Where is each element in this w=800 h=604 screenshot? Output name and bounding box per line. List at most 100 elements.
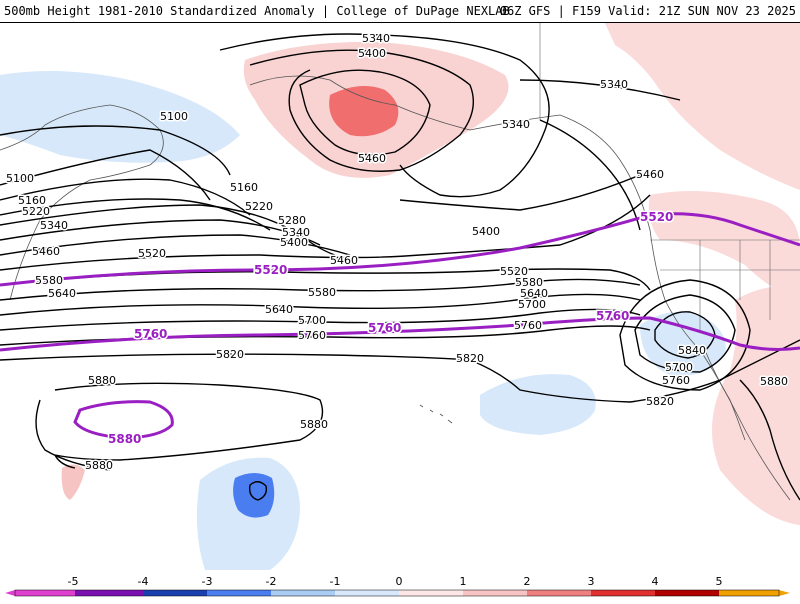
contour-label: 5160: [18, 194, 46, 207]
map-area[interactable]: 5340 5400 5340 5340 5100 5460 5100 5160 …: [0, 23, 800, 570]
contour-5340-alaska: [219, 33, 550, 198]
thickness-contours: [0, 212, 800, 440]
contour-low-south: [248, 481, 268, 501]
contour-label: 5520: [500, 265, 528, 278]
contour-label: 5580: [35, 274, 63, 287]
contour-label: 5100: [160, 110, 188, 123]
contour-label: 5340: [282, 226, 310, 239]
purple-5760: [0, 316, 800, 352]
contour-5340-west: [0, 219, 321, 246]
map-header: 500mb Height 1981-2010 Standardized Anom…: [0, 0, 800, 23]
colorbar-swatch-neg2: [207, 590, 271, 596]
contour-label: 5840: [678, 344, 706, 357]
colorbar-tick: 0: [396, 575, 403, 588]
contour-5100: [0, 125, 231, 176]
contour-label: 5400: [280, 236, 308, 249]
contour-label: 5220: [245, 200, 273, 213]
colorbar: -5 -4 -3 -2 -1 0 1 2 3 4 5: [0, 570, 800, 600]
contour-5460: [0, 194, 651, 271]
contour-label: 5220: [22, 205, 50, 218]
anomaly-map: 5340 5400 5340 5340 5100 5460 5100 5160 …: [0, 23, 800, 570]
negative-anomaly-south-core: [233, 473, 275, 518]
purple-5520: [0, 212, 800, 287]
colorbar-tick: -5: [68, 575, 79, 588]
contour-5400-alaska: [249, 49, 474, 172]
colorbar-svg: -5 -4 -3 -2 -1 0 1 2 3 4 5: [5, 575, 790, 597]
colorbar-tick: -2: [266, 575, 277, 588]
baja-coast: [704, 349, 746, 441]
height-contours: [0, 33, 800, 501]
positive-anomaly-alaska-core: [329, 86, 399, 137]
purple-label: 5520: [640, 210, 673, 224]
colorbar-tick: 5: [716, 575, 723, 588]
positive-anomaly-sw-islands: [61, 464, 85, 500]
colorbar-swatch-neg1: [271, 590, 335, 596]
contour-label: 5880: [300, 418, 328, 431]
colorbar-tick: 4: [652, 575, 659, 588]
purple-label: 5760: [596, 309, 629, 323]
negative-anomaly-central-pacific: [480, 374, 596, 435]
purple-5880: [73, 400, 174, 440]
colorbar-tick: 2: [524, 575, 531, 588]
positive-anomaly-western-us: [648, 191, 800, 300]
north-america-coast: [619, 159, 791, 501]
negative-anomaly-socal: [640, 311, 726, 376]
colorbar-swatch-pos3: [591, 590, 655, 596]
purple-label: 5880: [108, 432, 141, 446]
contour-label: 5460: [330, 254, 358, 267]
colorbar-swatch-neg4: [75, 590, 143, 596]
contour-label: 5880: [85, 459, 113, 472]
contour-label: 5700: [518, 298, 546, 311]
asia-coast: [0, 104, 164, 301]
colorbar-tick: -1: [330, 575, 341, 588]
colorbar-outline: [14, 589, 780, 597]
colorbar-swatch-pos4: [655, 590, 719, 596]
contour-label: 5400: [472, 225, 500, 238]
contour-label: 5400: [358, 47, 386, 60]
colorbar-swatch-pos0: [399, 590, 463, 596]
contour-5100-b: [0, 149, 211, 201]
contour-5640: [0, 293, 641, 316]
contour-5340-ne: [519, 79, 681, 101]
contour-label-group: 5340 5400 5340 5340 5100 5460 5100 5160 …: [5, 31, 790, 474]
contour-5280: [0, 204, 336, 256]
purple-label: 5760: [368, 321, 401, 335]
contour-5580: [0, 278, 641, 301]
colorbar-swatch-pos5: [719, 590, 779, 596]
contour-label: 5340: [502, 118, 530, 131]
negative-anomaly-nw-pacific: [0, 71, 240, 163]
purple-label: 5520: [254, 263, 287, 277]
colorbar-tick: 3: [588, 575, 595, 588]
contour-5880-south-tail: [54, 454, 76, 469]
purple-label: 5760: [134, 327, 167, 341]
model-valid-time: 06Z GFS | F159 Valid: 21Z SUN NOV 23 202…: [499, 4, 796, 18]
contour-5160: [0, 178, 251, 216]
contour-5700-low: [619, 279, 751, 391]
contour-label: 5820: [646, 395, 674, 408]
colorbar-tick: 1: [460, 575, 467, 588]
anomaly-shading: [0, 23, 800, 570]
colorbar-swatch-pos2: [527, 590, 591, 596]
colorbar-ticks: -5 -4 -3 -2 -1 0 1 2 3 4 5: [68, 575, 723, 588]
contour-label: 5520: [138, 247, 166, 260]
colorbar-swatch-neg3: [143, 590, 207, 596]
colorbar-swatch-pos1: [463, 590, 527, 596]
contour-5640-low: [634, 294, 736, 373]
contour-label: 5880: [760, 375, 788, 388]
contour-5460-e: [399, 174, 641, 211]
contour-label: 5460: [32, 245, 60, 258]
colorbar-swatch-neg0: [335, 590, 399, 596]
colorbar-arrow-left: [5, 590, 15, 596]
contour-label: 5640: [48, 287, 76, 300]
contour-label: 5580: [515, 276, 543, 289]
contour-label: 5880: [88, 374, 116, 387]
contour-5220: [0, 198, 271, 231]
contour-label: 5460: [636, 168, 664, 181]
contour-label: 5280: [278, 214, 306, 227]
contour-5460-alaska: [299, 69, 431, 156]
contour-5820: [0, 339, 800, 403]
contour-label: 5160: [230, 181, 258, 194]
positive-anomaly-mexico: [712, 286, 800, 525]
purple-label-group: 5520 5520 5760 5760 5760 5880: [107, 209, 675, 448]
contour-label: 5640: [265, 303, 293, 316]
